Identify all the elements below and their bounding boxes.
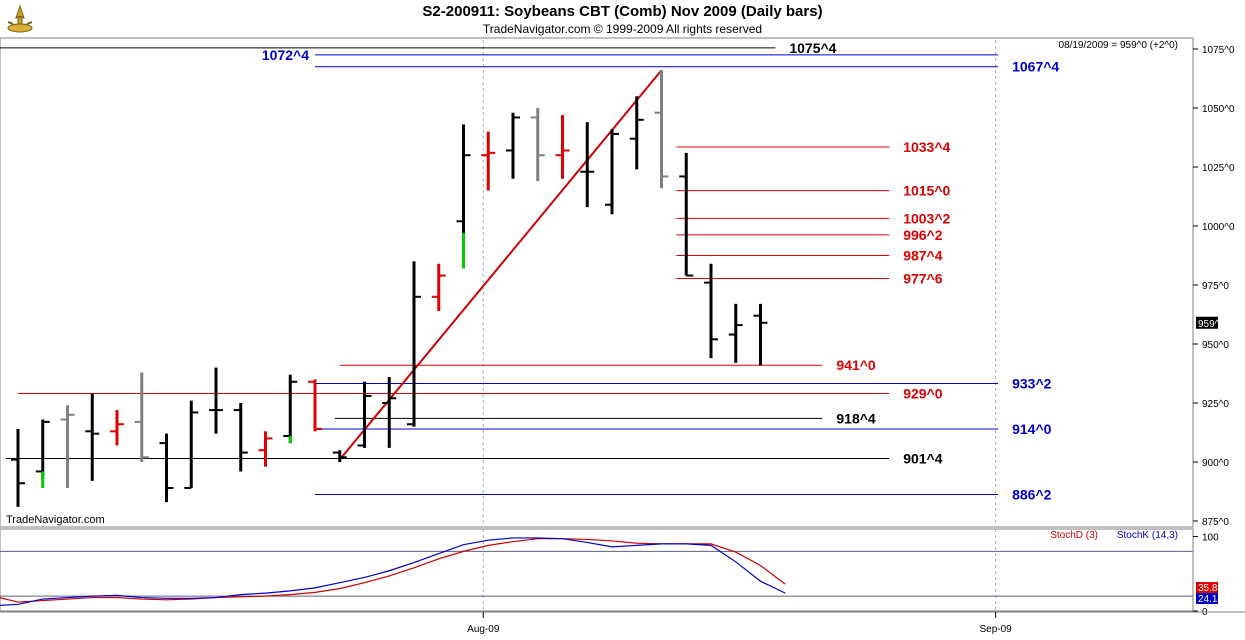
ohlc-bar: [209, 367, 223, 434]
price-tick-label: 1025^0: [1202, 163, 1235, 174]
trade-navigator-logo-icon: [4, 3, 36, 35]
level-label: 941^0: [836, 357, 876, 373]
price-tick-label: 900^0: [1202, 458, 1229, 469]
last-price-label: 959^0: [1198, 319, 1225, 330]
ohlc-bar: [382, 377, 397, 448]
last-price-marker: 959^0: [1196, 316, 1225, 330]
ohlc-bar: [679, 152, 694, 277]
ohlc-bar: [629, 96, 644, 170]
level-label: 914^0: [1012, 421, 1052, 437]
stoch-series-line: [0, 537, 786, 606]
ohlc-bar: [233, 403, 248, 472]
ohlc-bar: [530, 108, 545, 182]
price-tick-label: 975^0: [1202, 281, 1229, 292]
ohlc-bar: [580, 122, 595, 208]
ohlc-bar: [134, 372, 149, 462]
chart-title: S2-200911: Soybeans CBT (Comb) Nov 2009 …: [422, 3, 823, 20]
level-label: 1075^4: [789, 40, 836, 56]
price-panel: 1075^4 1072^4 1067^4 1033^4 1015^0 1003^2996^…: [0, 37, 1235, 528]
price-tick-label: 1050^0: [1202, 104, 1235, 115]
stoch-last-values: 35.85 24.14: [1196, 582, 1223, 605]
price-plot-area: [0, 37, 1194, 528]
copyright-subtitle: TradeNavigator.com © 1999-2009 All right…: [482, 22, 763, 36]
trendline: [338, 69, 663, 461]
level-label: 996^2: [903, 227, 943, 243]
price-tick-label: 875^0: [1202, 517, 1229, 528]
ohlc-bar: [258, 431, 273, 467]
legend-stochk: StochK (14,3): [1117, 530, 1178, 541]
ohlc-bar: [357, 381, 372, 448]
stochastic-plot-area: [0, 528, 1194, 612]
price-bars: [11, 70, 768, 507]
ohlc-bar: [431, 263, 446, 311]
ohlc-bar: [654, 70, 669, 189]
stochk-last-value: 24.14: [1198, 594, 1223, 605]
price-tick-label: 925^0: [1202, 399, 1229, 410]
ohlc-bar: [506, 112, 520, 179]
ohlc-bar: [481, 131, 496, 191]
level-label: 1015^0: [903, 183, 950, 199]
stochastic-lines: [0, 537, 786, 606]
level-label: 987^4: [903, 248, 943, 264]
last-bar-info: 08/19/2009 = 959^0 (+2^0): [1059, 40, 1178, 51]
ohlc-bar: [60, 405, 75, 488]
price-tick-label: 950^0: [1202, 340, 1229, 351]
chart-header: S2-200911: Soybeans CBT (Comb) Nov 2009 …: [0, 0, 1245, 40]
ohlc-bar: [407, 261, 421, 427]
ohlc-bar: [85, 393, 100, 481]
ohlc-bar: [728, 303, 743, 363]
ohlc-bar: [753, 303, 768, 366]
level-label: 1067^4: [1012, 59, 1059, 75]
level-label: 1003^2: [903, 210, 950, 226]
stoch-tick-label: 100: [1202, 532, 1219, 543]
time-tick-label: Aug-09: [467, 624, 500, 635]
ohlc-bar: [110, 410, 124, 446]
ohlc-bar: [704, 263, 718, 359]
price-gridlines: [482, 40, 997, 526]
ohlc-bar: [11, 428, 25, 507]
watermark: TradeNavigator.com: [6, 514, 105, 526]
time-axis: Aug-09 Sep-09: [0, 611, 1245, 635]
ohlc-bar: [184, 400, 199, 489]
stoch-series-line: [0, 538, 786, 603]
stochd-last-value: 35.85: [1198, 583, 1223, 594]
trendline-group: [338, 69, 663, 461]
ohlc-bar: [605, 129, 619, 215]
ohlc-bar: [159, 433, 174, 503]
legend-stochd: StochD (3): [1050, 530, 1098, 541]
support-resistance-levels: 1075^4 1072^4 1067^4 1033^4 1015^0 1003^2996^…: [0, 40, 1059, 502]
price-tick-label: 1075^0: [1202, 45, 1235, 56]
ohlc-bar: [555, 115, 570, 179]
level-label: 933^2: [1012, 376, 1052, 392]
price-y-axis: 875^0 900^0 925^0 950^0 975^0 1000^0 1025^0 105…: [1192, 38, 1235, 528]
level-label: 886^2: [1012, 486, 1052, 502]
price-tick-label: 1000^0: [1202, 222, 1235, 233]
stochastic-gridlines: [0, 529, 1193, 611]
ohlc-bar: [308, 379, 322, 432]
time-tick-label: Sep-09: [980, 624, 1013, 635]
level-label: 929^0: [903, 386, 943, 402]
level-label: 1033^4: [903, 139, 950, 155]
level-label: 977^6: [903, 271, 943, 287]
level-label: 918^4: [836, 410, 876, 426]
ohlc-bar: [332, 450, 347, 462]
level-label: 901^4: [903, 450, 943, 466]
level-label: 1072^4: [262, 47, 309, 63]
